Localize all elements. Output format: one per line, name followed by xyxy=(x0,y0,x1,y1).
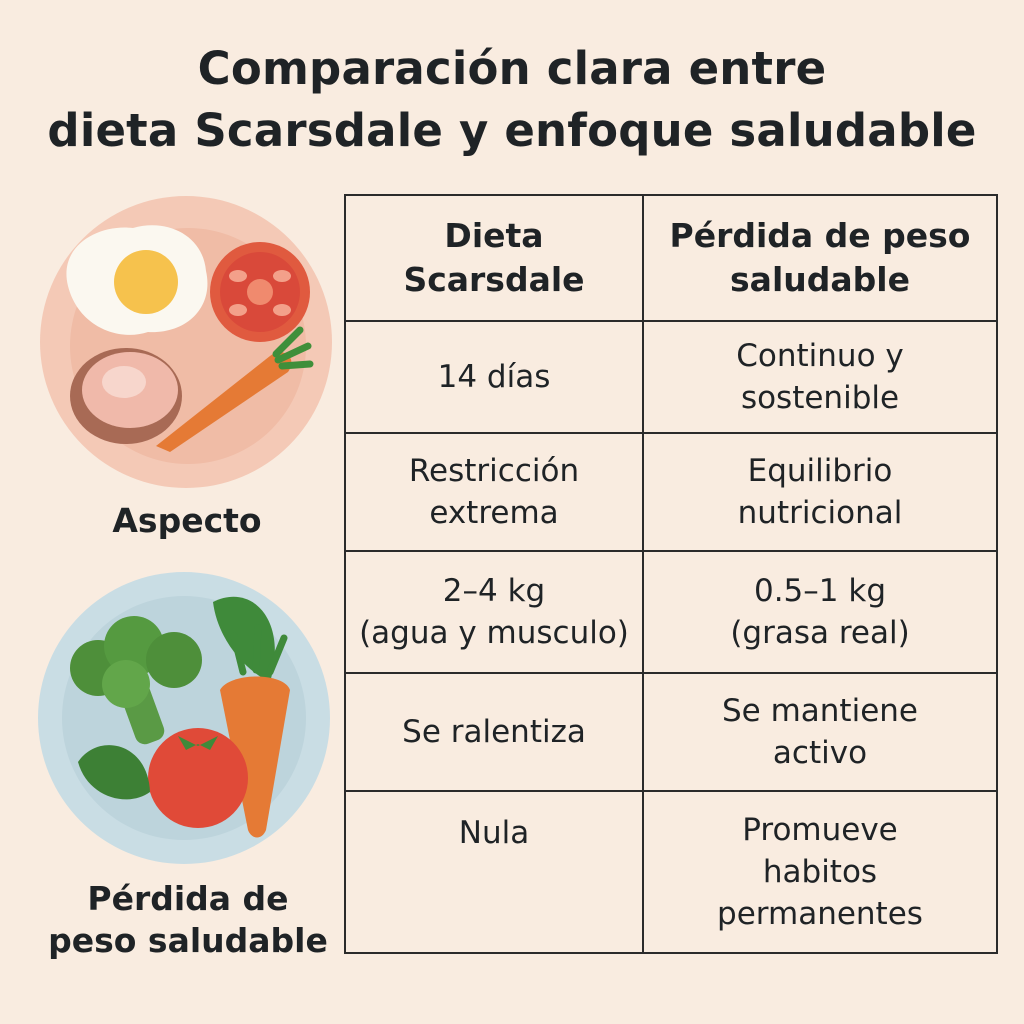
side-label-perdida-line-2: peso saludable xyxy=(48,921,328,960)
header-scarsdale: Dieta Scarsdale xyxy=(344,194,644,322)
table-row: 2–4 kg (agua y musculo) 0.5–1 kg (grasa … xyxy=(344,550,998,674)
header-saludable: Pérdida de peso saludable xyxy=(642,194,998,322)
header-scarsdale-text: Dieta Scarsdale xyxy=(403,216,585,299)
cell-text: Nula xyxy=(458,815,530,851)
table-cell: 0.5–1 kg (grasa real) xyxy=(642,550,998,674)
breakfast-plate-icon xyxy=(38,196,338,492)
title-line-2: dieta Scarsdale y enfoque saludable xyxy=(47,104,977,157)
side-label-perdida-line-1: Pérdida de xyxy=(87,879,289,918)
cell-text: Continuo y sostenible xyxy=(736,338,904,416)
table-row: 14 días Continuo y sostenible xyxy=(344,320,998,434)
table-cell: Equilibrio nutricional xyxy=(642,432,998,552)
cell-text: 2–4 kg (agua y musculo) xyxy=(359,573,629,651)
cell-text: Restricción extrema xyxy=(408,453,580,531)
table-cell: 2–4 kg (agua y musculo) xyxy=(344,550,644,674)
table-cell: Se ralentiza xyxy=(344,672,644,792)
table-row: Se ralentiza Se mantiene activo xyxy=(344,672,998,792)
header-saludable-text: Pérdida de peso saludable xyxy=(669,216,971,299)
vegetable-plate-icon xyxy=(38,572,330,864)
table-cell: Promueve habitos permanentes xyxy=(642,790,998,954)
cell-text: 14 días xyxy=(437,359,551,395)
page-title: Comparación clara entre dieta Scarsdale … xyxy=(0,38,1024,162)
table-cell: Continuo y sostenible xyxy=(642,320,998,434)
cell-text: Equilibrio nutricional xyxy=(737,453,903,531)
table-row: Nula Promueve habitos permanentes xyxy=(344,790,998,954)
cell-text: Se ralentiza xyxy=(402,714,586,750)
table-row: Restricción extrema Equilibrio nutricion… xyxy=(344,432,998,552)
table-cell: Nula xyxy=(344,790,644,954)
side-label-perdida: Pérdida de peso saludable xyxy=(38,878,338,962)
table-cell: Se mantiene activo xyxy=(642,672,998,792)
table-cell: 14 días xyxy=(344,320,644,434)
cell-text: Promueve habitos permanentes xyxy=(717,812,923,932)
side-label-aspecto: Aspecto xyxy=(112,501,262,540)
table-header-row: Dieta Scarsdale Pérdida de peso saludabl… xyxy=(344,194,998,322)
comparison-table: Dieta Scarsdale Pérdida de peso saludabl… xyxy=(344,194,998,954)
cell-text: 0.5–1 kg (grasa real) xyxy=(730,573,910,651)
table-cell: Restricción extrema xyxy=(344,432,644,552)
cell-text: Se mantiene activo xyxy=(721,693,918,771)
title-line-1: Comparación clara entre xyxy=(197,42,827,95)
